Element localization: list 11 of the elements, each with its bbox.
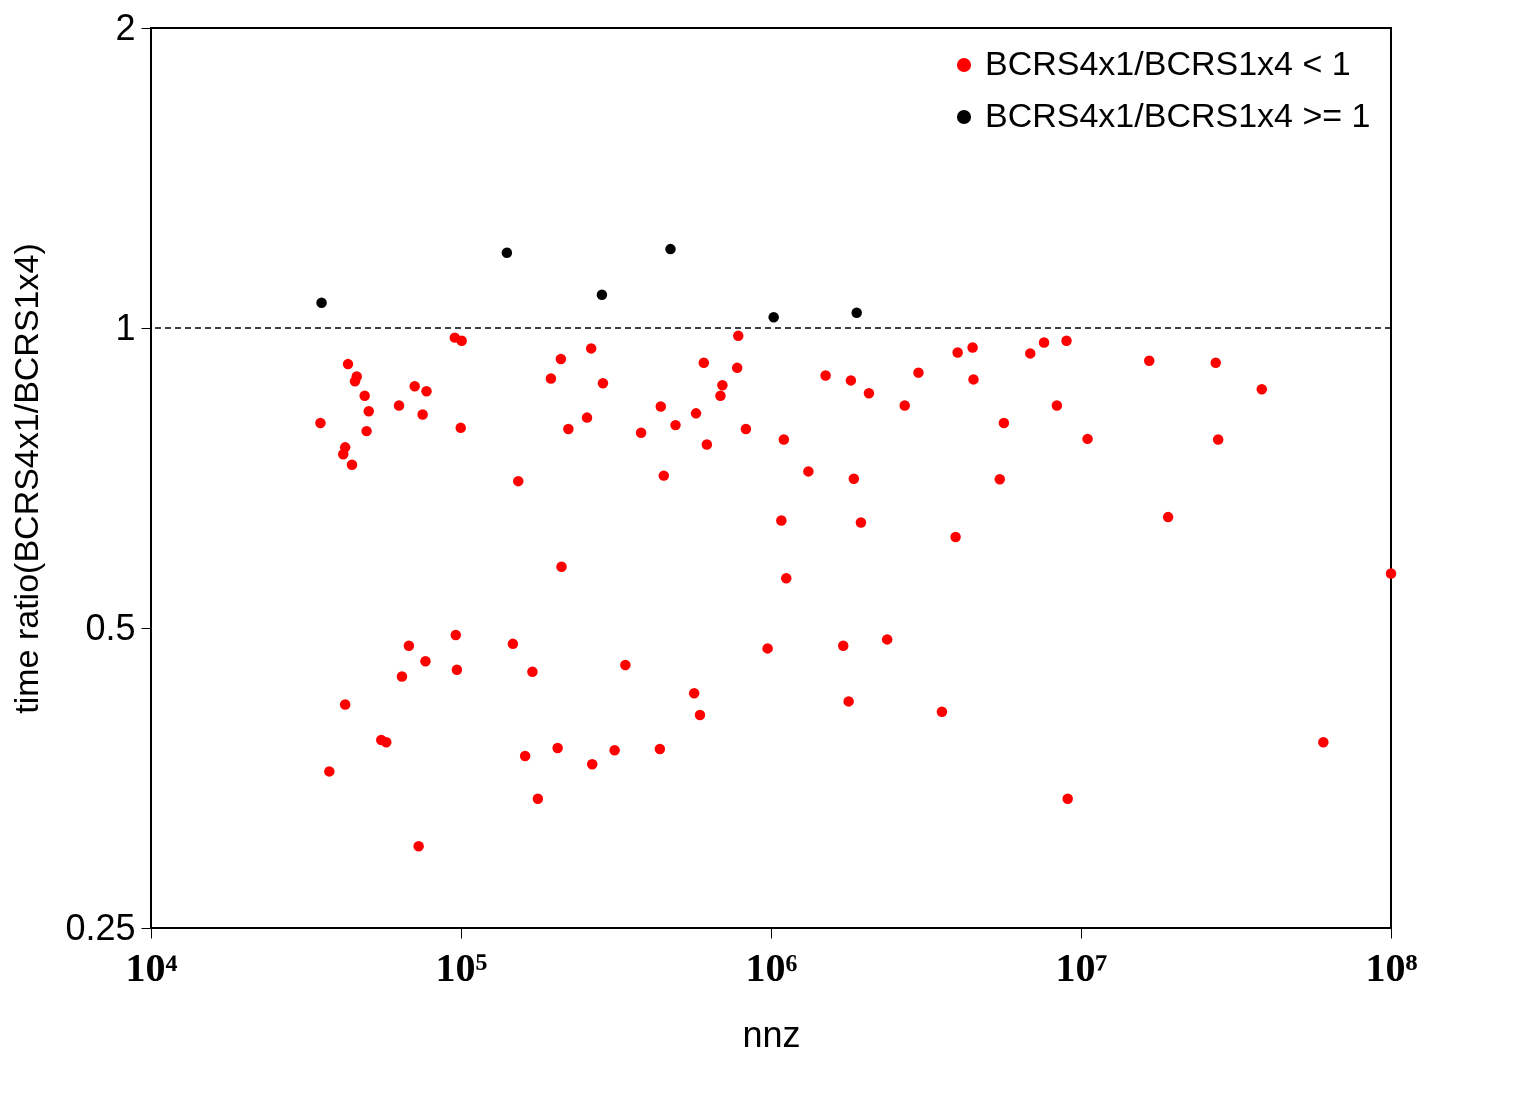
y-tick-label: 2 xyxy=(115,6,136,48)
x-tick-label: 10⁷ xyxy=(1055,944,1108,990)
y-tick-label: 0.5 xyxy=(85,606,136,648)
x-tick-label: 10⁸ xyxy=(1365,944,1418,990)
legend-label: BCRS4x1/BCRS1x4 >= 1 xyxy=(985,96,1371,134)
y-tick-label: 1 xyxy=(115,306,136,348)
legend-label: BCRS4x1/BCRS1x4 < 1 xyxy=(985,44,1351,82)
x-tick-label: 10⁵ xyxy=(435,944,488,990)
y-axis-title: time ratio(BCRS4x1/BCRS1x4) xyxy=(7,243,46,714)
x-tick-label: 10⁶ xyxy=(745,944,798,990)
x-axis-title: nnz xyxy=(742,1013,801,1055)
